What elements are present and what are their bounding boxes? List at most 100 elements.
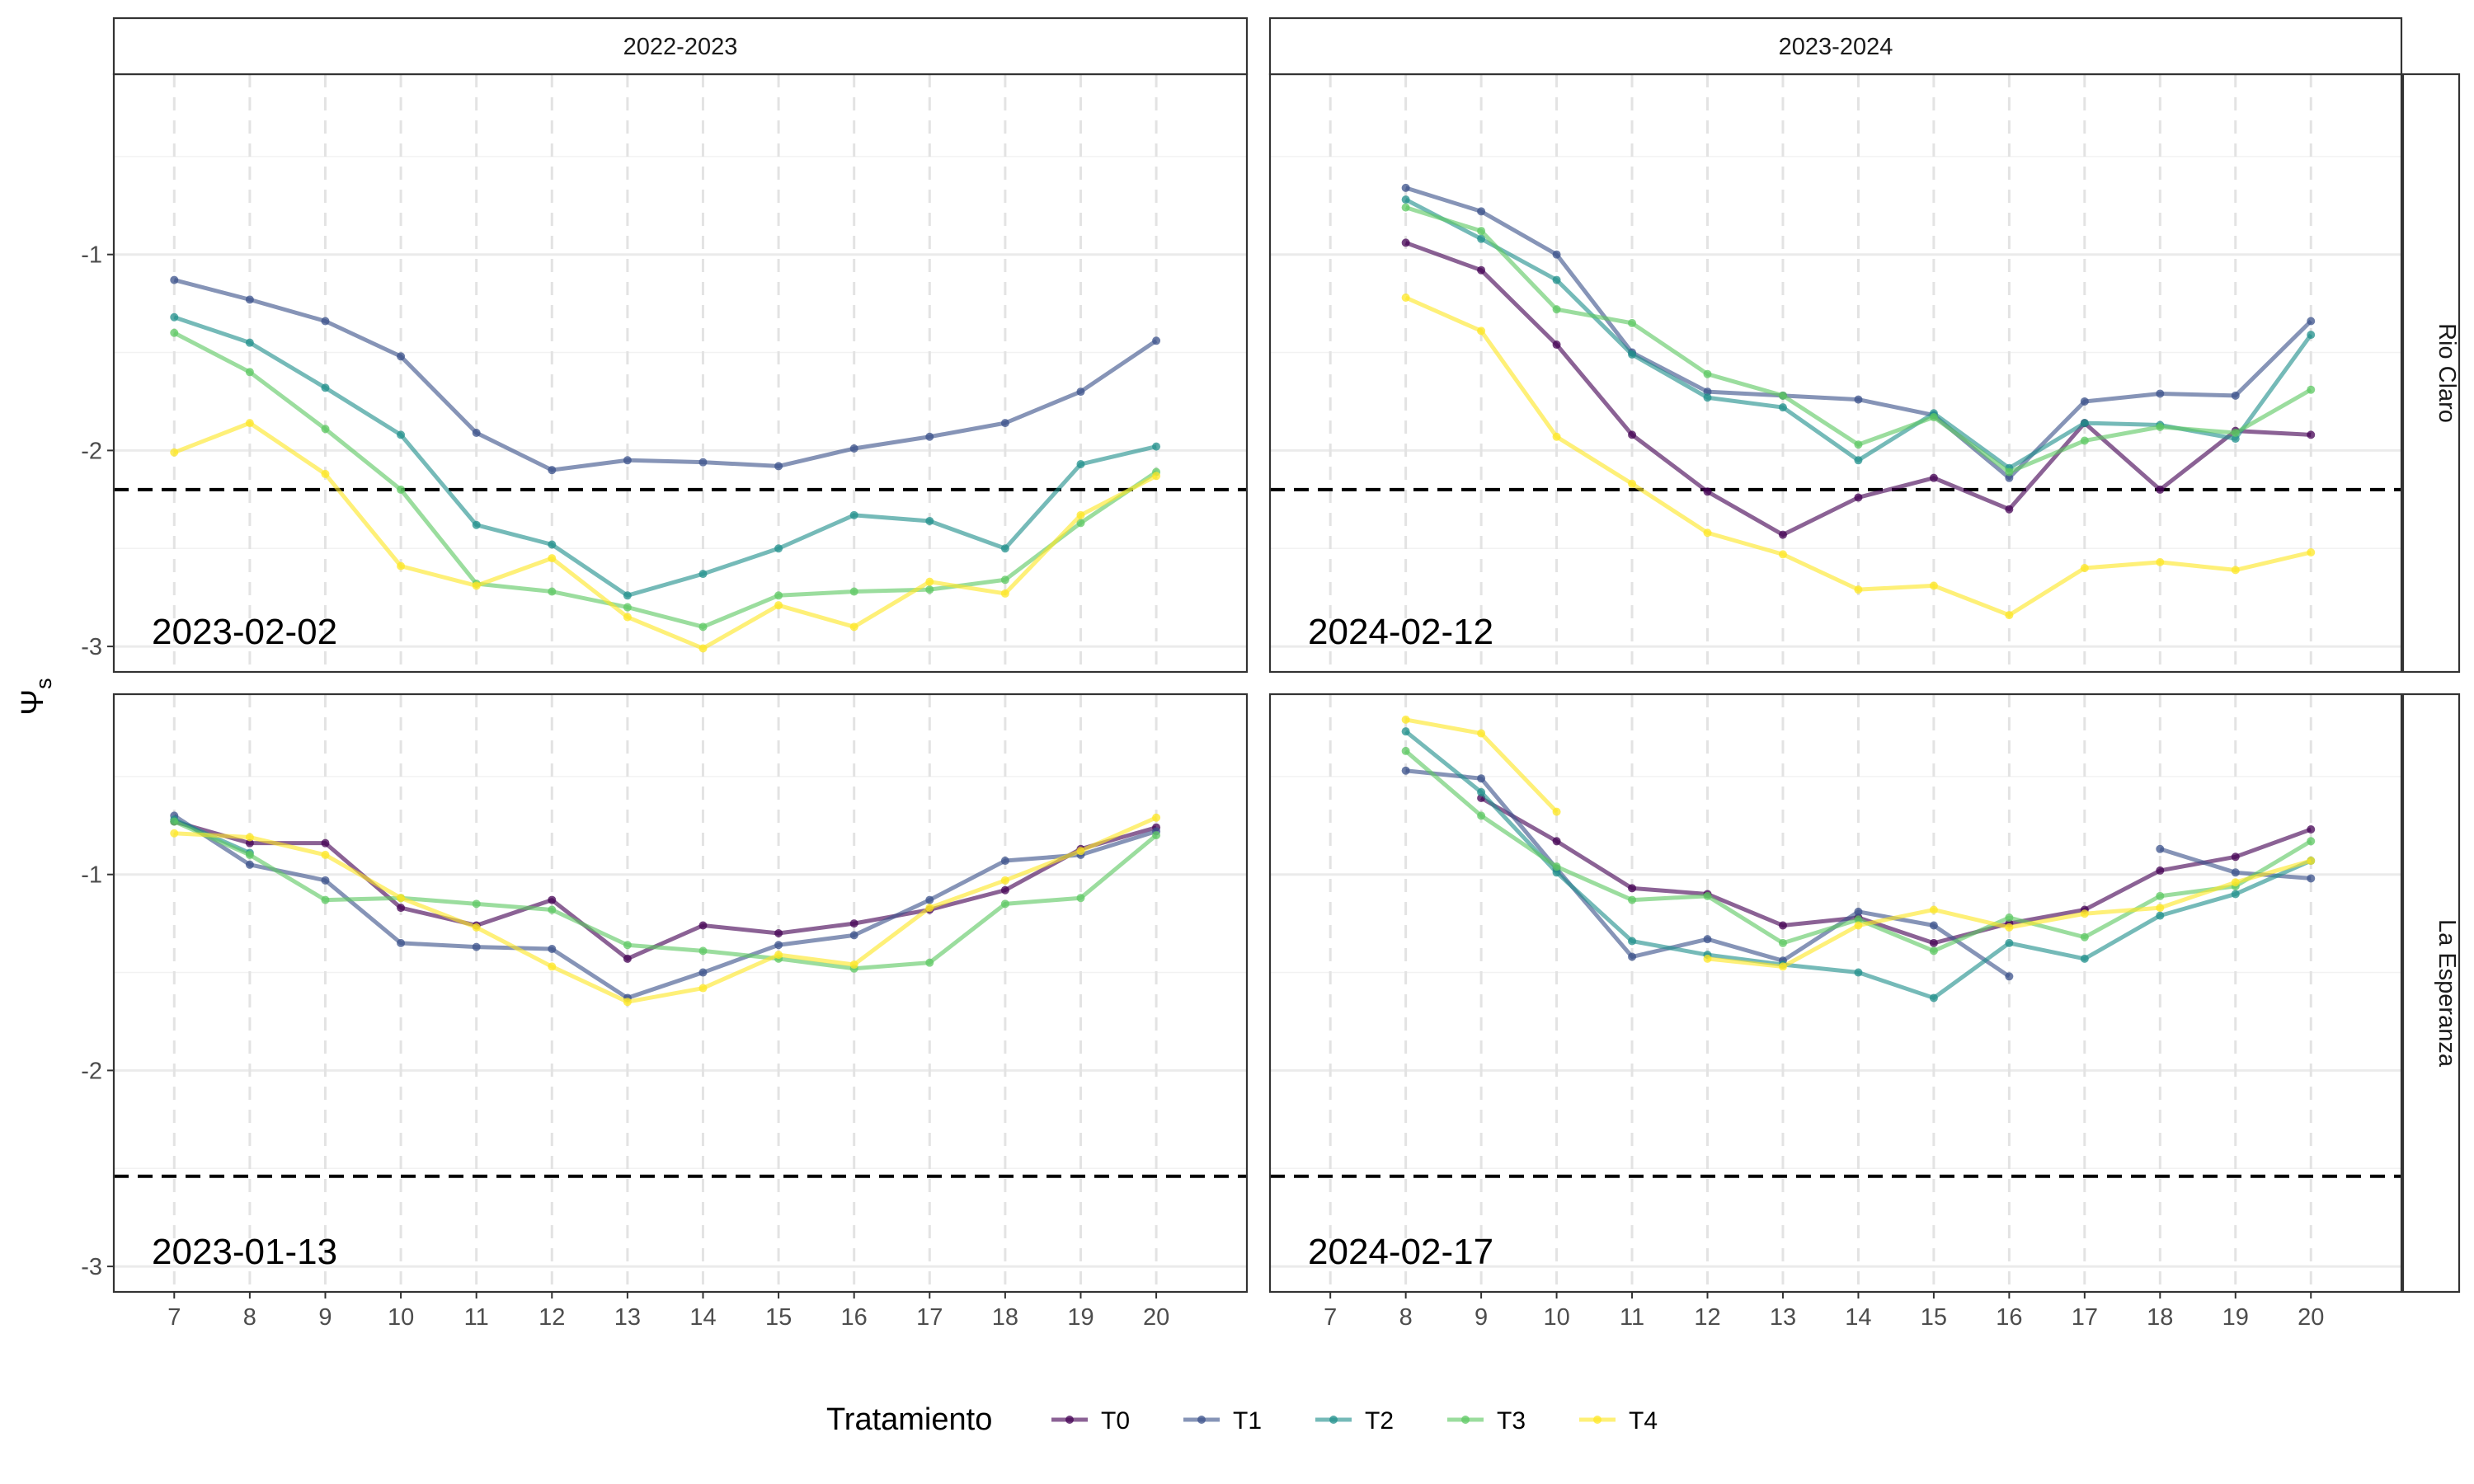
data-point [245, 419, 254, 428]
data-point [1076, 510, 1085, 519]
data-point [1703, 891, 1712, 900]
data-point [321, 850, 330, 859]
legend-key-point [1593, 1416, 1602, 1424]
data-point [698, 570, 708, 579]
data-point [1401, 183, 1410, 192]
series-T4 [170, 419, 1161, 653]
data-point [1401, 293, 1410, 302]
data-point [1778, 550, 1787, 559]
data-point [170, 312, 179, 322]
data-point [2156, 904, 2165, 913]
data-point [1000, 419, 1009, 428]
data-point [1703, 954, 1712, 963]
data-point [1778, 403, 1787, 412]
data-point [1477, 207, 1486, 216]
grid-lines [114, 74, 2401, 1292]
data-point [1778, 530, 1787, 539]
x-tick-label: 19 [1067, 1304, 1094, 1331]
legend-item-T2: T2 [1315, 1407, 1394, 1435]
data-point [1929, 938, 1938, 947]
x-tick-label: 12 [1694, 1304, 1720, 1331]
legend-label: T3 [1497, 1407, 1526, 1435]
data-point [698, 622, 708, 632]
data-point [397, 352, 406, 361]
panel-backgrounds [114, 74, 2401, 1292]
data-point [245, 368, 254, 377]
data-point [1854, 493, 1863, 502]
series-line [173, 819, 1158, 971]
data-point [1854, 968, 1863, 977]
series-lines [170, 183, 2316, 1007]
data-point [245, 338, 254, 347]
x-tick-label: 19 [2222, 1304, 2249, 1331]
data-point [170, 275, 179, 284]
data-point [1703, 935, 1712, 944]
data-point [1552, 305, 1561, 314]
data-point [1000, 544, 1009, 553]
series-T1 [170, 275, 1161, 475]
data-point [548, 962, 557, 971]
data-point [925, 516, 934, 525]
data-point [849, 622, 858, 632]
data-point [472, 899, 481, 909]
data-point [397, 894, 406, 903]
data-point [2156, 557, 2165, 566]
series-line [173, 420, 1158, 650]
data-point [1401, 195, 1410, 204]
data-point [1552, 868, 1561, 877]
data-point [1929, 905, 1938, 914]
data-point [1628, 937, 1637, 946]
data-point [1477, 265, 1486, 275]
data-point [548, 587, 557, 596]
column-strip-label: 2023-2024 [1779, 34, 1893, 60]
data-point [1152, 336, 1161, 345]
data-point [925, 577, 934, 586]
column-strip [112, 16, 1249, 76]
data-point [1477, 729, 1486, 738]
data-point [849, 919, 858, 928]
data-point [245, 850, 254, 859]
data-point [321, 876, 330, 885]
data-point [774, 591, 783, 600]
legend-label: T4 [1629, 1407, 1658, 1435]
data-point [2307, 837, 2316, 846]
data-point [472, 429, 481, 437]
x-tick-label: 16 [1996, 1304, 2022, 1331]
data-point [1076, 387, 1085, 397]
data-point [925, 585, 934, 594]
x-tick-label: 7 [167, 1304, 181, 1331]
data-point [1628, 350, 1637, 359]
y-tick-label: -2 [81, 1058, 102, 1084]
data-point [774, 462, 783, 471]
data-point [698, 968, 708, 977]
data-point [1552, 807, 1561, 816]
data-point [170, 829, 179, 838]
data-point [925, 958, 934, 967]
data-point [1778, 391, 1787, 400]
data-point [2231, 429, 2240, 437]
data-point [548, 554, 557, 563]
data-point [472, 923, 481, 932]
data-point [698, 458, 708, 467]
x-tick-label: 17 [916, 1304, 943, 1331]
data-point [2307, 874, 2316, 883]
data-point [2080, 954, 2089, 963]
data-point [2231, 868, 2240, 877]
data-point [170, 817, 179, 826]
date-label: 2024-02-17 [1308, 1232, 1493, 1272]
x-tick-label: 9 [318, 1304, 332, 1331]
data-point [245, 860, 254, 869]
legend-item-T3: T3 [1447, 1407, 1526, 1435]
data-point [1477, 811, 1486, 820]
data-point [2307, 430, 2316, 439]
data-point [1000, 899, 1009, 909]
data-point [623, 613, 632, 622]
data-point [1000, 885, 1009, 895]
data-point [548, 945, 557, 954]
data-point [1628, 479, 1637, 488]
data-point [321, 383, 330, 392]
column-strip-label: 2022-2023 [623, 34, 738, 60]
data-point [774, 601, 783, 610]
data-point [1152, 472, 1161, 481]
data-point [1552, 432, 1561, 441]
